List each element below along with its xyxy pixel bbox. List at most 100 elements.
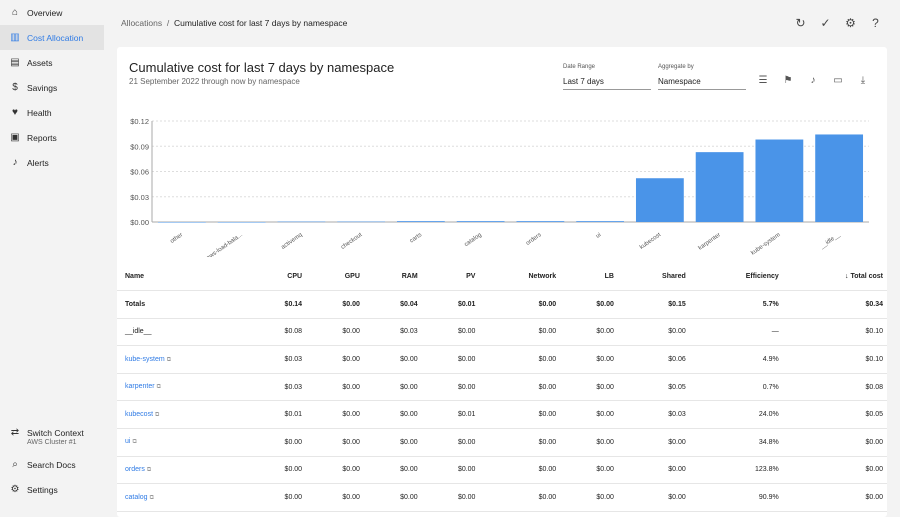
namespace-link[interactable]: orders	[125, 465, 145, 473]
table-cell: $0.01	[421, 400, 480, 430]
table-cell: $0.34	[782, 290, 887, 319]
date-range-select[interactable]: Date Range Last 7 days	[563, 64, 651, 90]
table-cell: $0.00	[479, 345, 561, 374]
namespace-link[interactable]: ui	[125, 438, 131, 446]
table-cell: $0.00	[617, 456, 690, 485]
external-link-icon[interactable]: ⧉	[155, 411, 160, 418]
column-header[interactable]: Shared	[617, 263, 690, 292]
bookmark-icon[interactable]: ⚑	[783, 74, 793, 86]
column-header[interactable]: PV	[421, 263, 480, 292]
bar	[815, 134, 864, 222]
table-row: kube-system ⧉ $0.03 $0.00 $0.00 $0.00 $0.00 $0.…	[117, 345, 887, 374]
sidebar-item-alerts[interactable]: ♪ Alerts	[0, 150, 104, 175]
table-cell: $0.00	[248, 456, 307, 485]
table-cell: $0.00	[306, 290, 364, 319]
table-cell: $0.00	[306, 345, 364, 374]
table-row: kubecost ⧉ $0.01 $0.00 $0.00 $0.01 $0.00 $0.00 $…	[117, 400, 887, 430]
column-header[interactable]: Efficiency	[689, 263, 783, 292]
column-header[interactable]: ↓ Total cost	[782, 263, 887, 292]
sidebar-item-assets[interactable]: ▤ Assets	[10, 57, 53, 68]
column-header[interactable]: CPU	[248, 263, 307, 292]
bell-icon[interactable]: ♪	[810, 74, 816, 86]
table-cell: $0.08	[248, 318, 307, 347]
table-cell: $0.10	[782, 318, 887, 347]
download-icon[interactable]: ⤓	[860, 74, 866, 86]
table-cell: $0.03	[617, 400, 690, 430]
settings-button[interactable]: ⚙ Settings	[10, 484, 58, 495]
column-header[interactable]: Network	[479, 263, 561, 292]
folder-icon[interactable]: ▭	[833, 74, 843, 86]
table-cell: 90.9%	[689, 483, 783, 512]
page-title: Cumulative cost for last 7 days by names…	[129, 60, 395, 75]
table-cell: $0.00	[782, 483, 887, 512]
table-cell: $0.01	[421, 290, 480, 319]
namespace-link[interactable]: kubecost	[125, 410, 154, 418]
x-tick-label: aws-load-bala...	[206, 232, 244, 257]
sidebar-item-cost-allocation[interactable]: ▥ Cost Allocation	[0, 25, 104, 50]
table-cell: ui ⧉	[117, 428, 249, 457]
search-icon: ⌕	[12, 459, 18, 470]
table-cell: $0.00	[306, 400, 364, 430]
external-link-icon[interactable]: ⧉	[146, 466, 152, 473]
table-cell: $0.00	[363, 483, 422, 512]
table-cell: $0.00	[363, 345, 422, 374]
sidebar-item-overview[interactable]: ⌂ Overview	[0, 0, 104, 25]
gear-icon[interactable]: ⚙	[845, 15, 856, 30]
table-row: catalog ⧉ $0.00 $0.00 $0.00 $0.00 $0.00 $0.00 $0…	[117, 483, 887, 512]
sidebar-item-reports[interactable]: ▣ Reports	[10, 132, 57, 143]
table-cell: $0.00	[248, 483, 307, 512]
table-cell: $0.00	[306, 373, 364, 402]
table-cell: 5.7%	[689, 290, 783, 319]
table-cell: 123.8%	[689, 456, 783, 485]
breadcrumb-allocations[interactable]: Allocations	[121, 18, 163, 28]
table-cell: $0.04	[363, 290, 422, 319]
dollar-icon: $	[12, 82, 18, 93]
external-link-icon[interactable]: ⧉	[156, 384, 161, 391]
help-icon[interactable]: ?	[872, 15, 879, 30]
namespace-link[interactable]: catalog	[125, 493, 148, 501]
table-cell: kube-system ⧉	[117, 345, 249, 374]
x-tick-label: __idle__	[819, 232, 842, 251]
external-link-icon[interactable]: ⧉	[149, 494, 154, 501]
table-cell: $0.05	[617, 373, 690, 402]
table-cell: karpenter ⧉	[117, 373, 249, 402]
table-cell: $0.00	[479, 456, 561, 485]
table-cell: $0.00	[363, 400, 422, 430]
aggregate-select[interactable]: Aggregate by Namespace	[658, 64, 746, 90]
table-cell: $0.08	[782, 373, 887, 402]
table-cell: $0.00	[479, 483, 561, 512]
table-cell: $0.00	[306, 318, 364, 347]
check-circle-icon[interactable]: ✓	[820, 15, 831, 30]
table-row: karpenter ⧉ $0.03 $0.00 $0.00 $0.00 $0.00 $0.00…	[117, 373, 887, 402]
refresh-icon[interactable]: ↻	[795, 15, 806, 30]
sidebar-item-savings[interactable]: $ Savings	[0, 75, 104, 100]
sidebar-item-health[interactable]: ♥ Health	[0, 100, 104, 125]
report-card: Cumulative cost for last 7 days by names…	[117, 47, 887, 517]
table-cell: $0.00	[617, 318, 690, 347]
column-header[interactable]: RAM	[363, 263, 422, 292]
table-cell: 4.9%	[689, 345, 783, 374]
table-cell: $0.10	[782, 345, 887, 374]
swap-icon: ⇄	[10, 427, 20, 438]
table-cell: $0.00	[560, 345, 618, 374]
external-link-icon[interactable]: ⧉	[166, 356, 171, 363]
table-cell: $0.01	[248, 400, 307, 430]
external-link-icon[interactable]: ⧉	[132, 439, 137, 446]
namespace-link[interactable]: kube-system	[125, 355, 165, 363]
namespace-link[interactable]: karpenter	[125, 383, 155, 391]
y-tick-label: $0.12	[130, 117, 149, 126]
filter-sliders-icon[interactable]: ☰	[758, 74, 768, 86]
table-cell: 0.7%	[689, 373, 783, 402]
bar	[456, 221, 505, 222]
table-cell: $0.00	[617, 483, 690, 512]
column-header[interactable]: GPU	[306, 263, 364, 292]
table-cell: $0.15	[617, 290, 690, 319]
top-bar: Allocations / Cumulative cost for last 7…	[104, 0, 900, 47]
switch-context-button[interactable]: ⇄ Switch Context	[10, 427, 84, 438]
bar	[337, 221, 386, 223]
column-header[interactable]: Name	[117, 263, 249, 292]
table-cell: $0.00	[421, 318, 480, 347]
x-tick-label: checkout	[340, 232, 363, 251]
column-header[interactable]: LB	[560, 263, 618, 292]
search-docs-button[interactable]: ⌕ Search Docs	[0, 452, 104, 477]
